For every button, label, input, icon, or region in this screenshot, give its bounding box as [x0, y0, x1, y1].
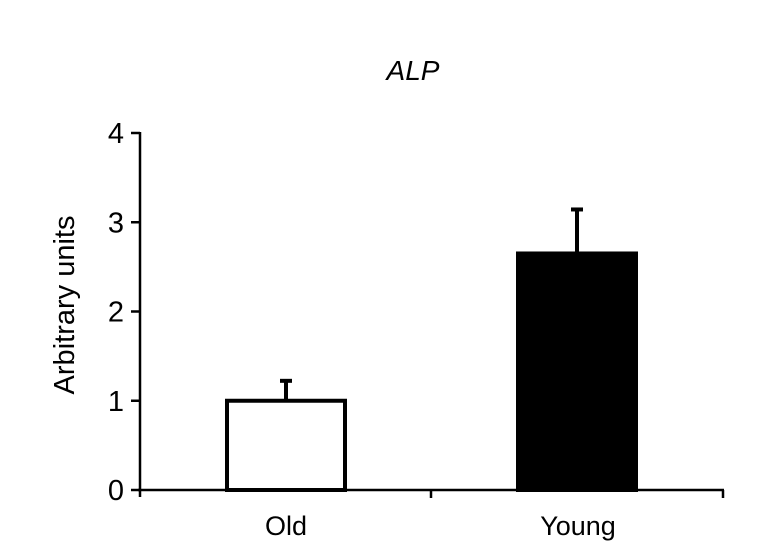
y-tick-label: 0: [108, 475, 124, 507]
x-label-young: Young: [540, 511, 616, 541]
y-tick-label: 4: [108, 118, 124, 150]
y-tick-label: 1: [108, 386, 124, 418]
chart-title: ALP: [385, 55, 440, 86]
y-axis-label: Arbitrary units: [49, 216, 81, 395]
x-label-old: Old: [265, 511, 307, 541]
bars: [225, 207, 638, 492]
y-axis-ticks: 0 1 2 3 4: [108, 118, 140, 507]
y-tick-label: 3: [108, 207, 124, 239]
bar-young: [516, 251, 638, 492]
y-tick-label: 2: [108, 297, 124, 329]
bar-old: [225, 398, 347, 492]
